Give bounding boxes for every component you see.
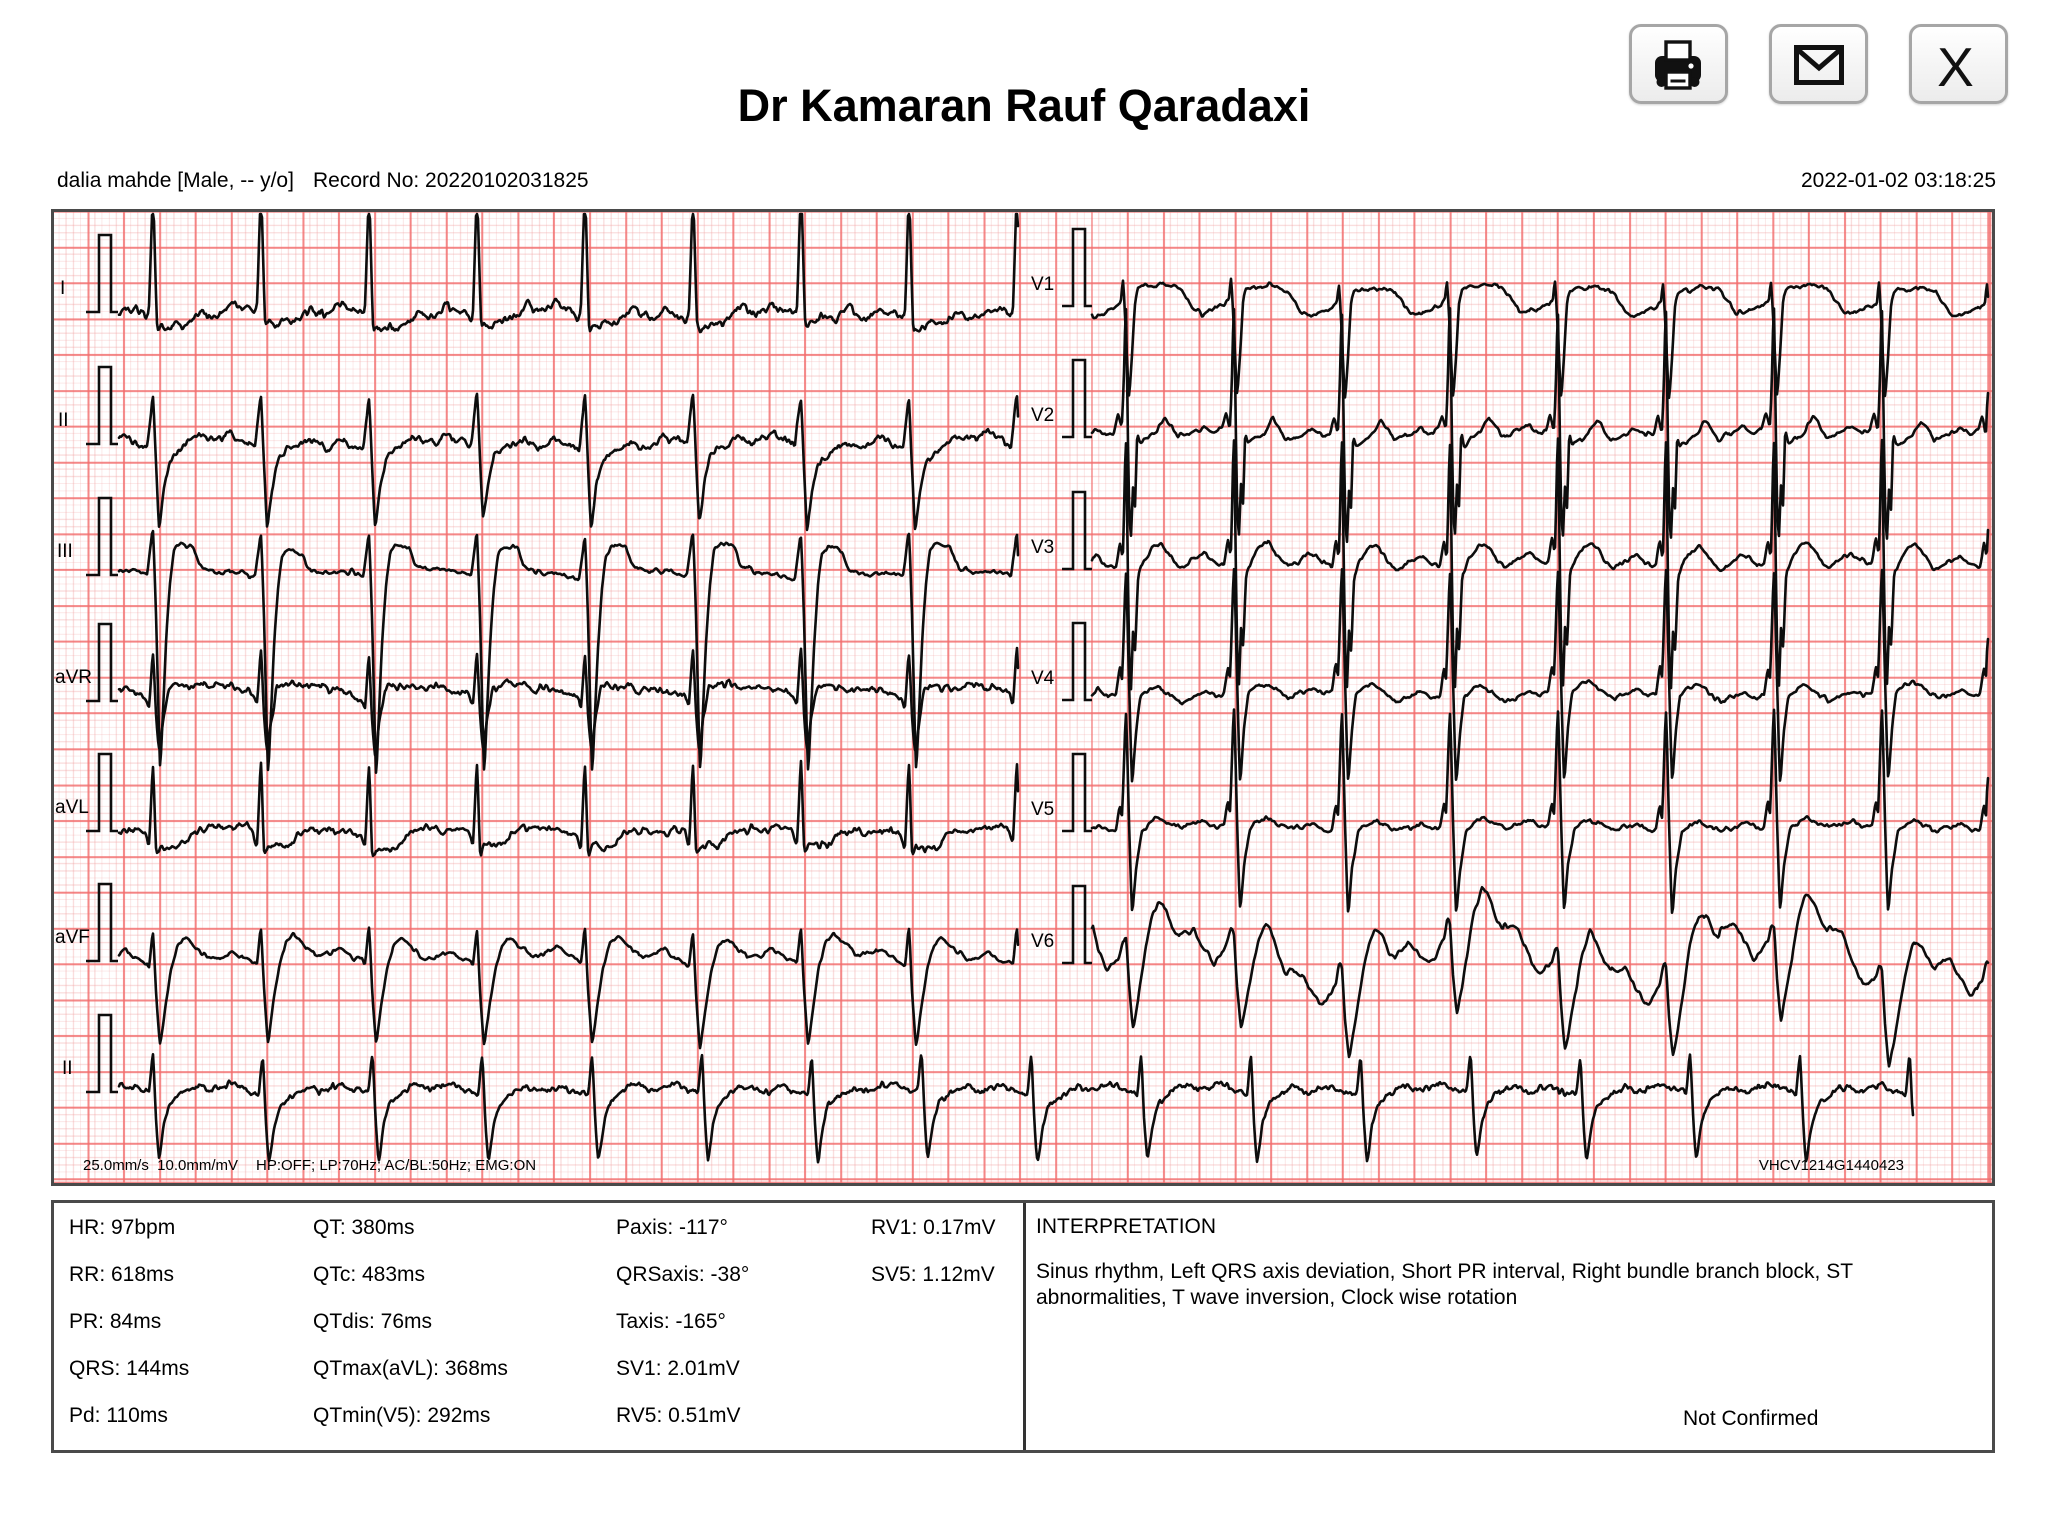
svg-text:III: III [57,541,73,562]
svg-text:I: I [60,278,65,299]
svg-text:II: II [62,1058,73,1079]
svg-text:V4: V4 [1031,668,1055,689]
svg-text:V6: V6 [1031,931,1054,952]
svg-text:aVR: aVR [55,667,92,688]
svg-text:V3: V3 [1031,537,1054,558]
svg-text:V5: V5 [1031,799,1054,820]
svg-text:II: II [58,410,69,431]
svg-text:V2: V2 [1031,405,1054,426]
svg-text:HP:OFF; LP:70Hz; AC/BL:50Hz; E: HP:OFF; LP:70Hz; AC/BL:50Hz; EMG:ON [256,1157,536,1174]
svg-text:25.0mm/s 10.0mm/mV: 25.0mm/s 10.0mm/mV [83,1157,238,1174]
svg-text:aVF: aVF [55,927,90,948]
svg-text:V1: V1 [1031,274,1054,295]
svg-text:VHCV1214G1440423: VHCV1214G1440423 [1759,1157,1904,1174]
svg-text:aVL: aVL [55,797,89,818]
